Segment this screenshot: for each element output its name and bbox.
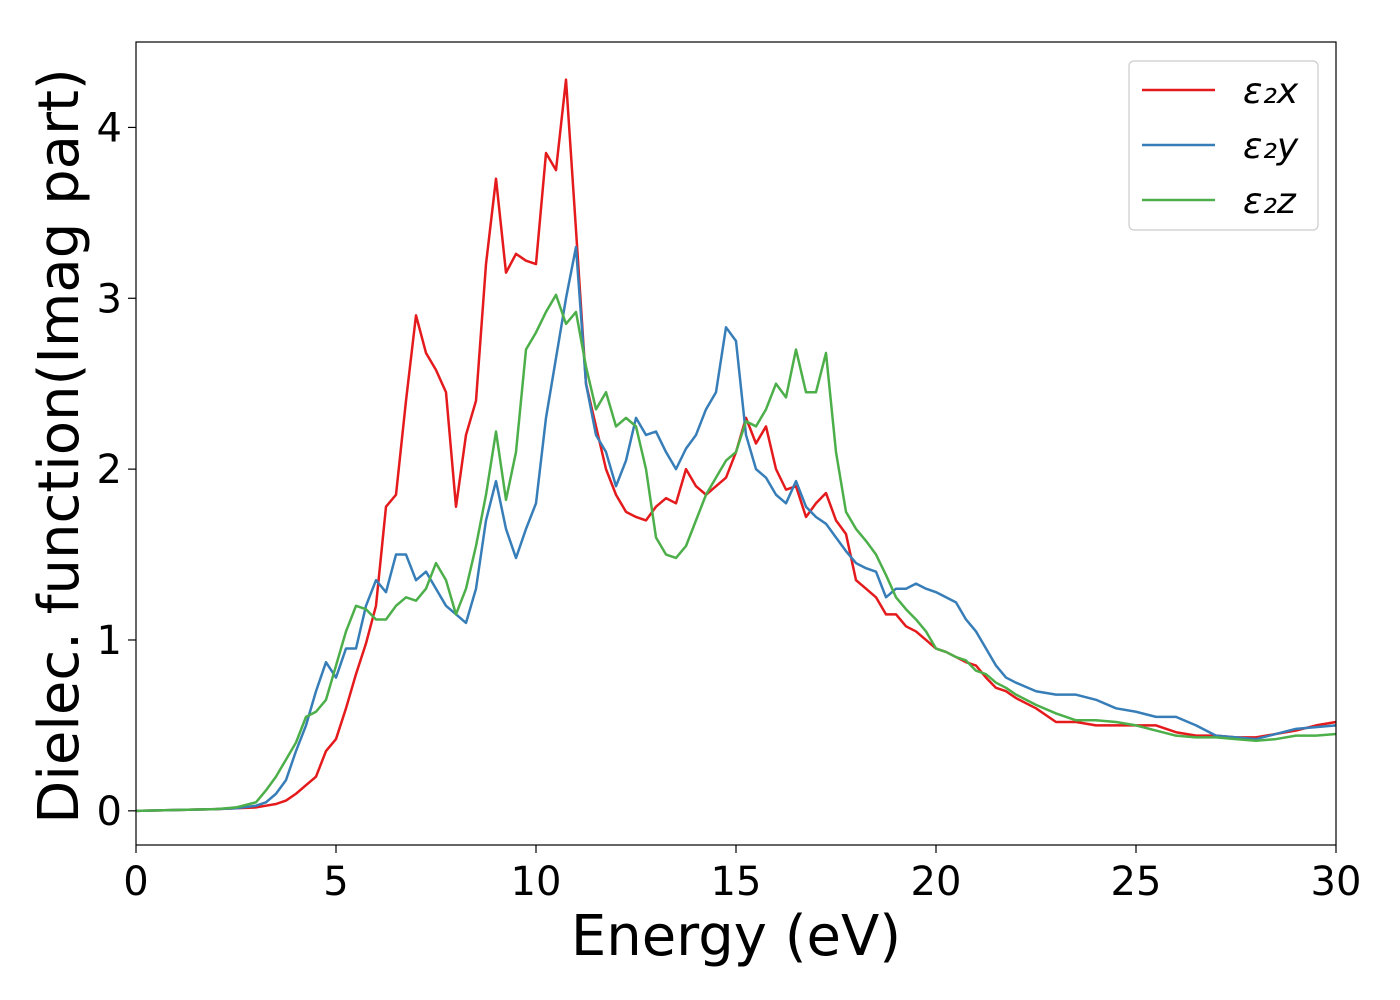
series-line bbox=[135, 78, 1337, 813]
y-tick-label: 0 bbox=[97, 789, 122, 835]
plot-frame bbox=[135, 41, 1337, 846]
y-tick-label: 1 bbox=[97, 618, 122, 664]
legend-box bbox=[1128, 60, 1319, 231]
x-tick-label: 0 bbox=[123, 859, 148, 905]
series-line bbox=[135, 293, 1337, 813]
y-tick-label: 3 bbox=[97, 276, 122, 322]
x-tick-label: 5 bbox=[323, 859, 348, 905]
x-axis-label: Energy (eV) bbox=[571, 904, 901, 969]
series-line bbox=[135, 245, 1337, 813]
y-tick-label: 2 bbox=[97, 447, 122, 493]
x-tick-label: 15 bbox=[711, 859, 762, 905]
y-axis-label: Dielec. function(Imag part) bbox=[27, 68, 92, 824]
legend-label: ε₂x bbox=[1243, 71, 1299, 112]
x-tick-label: 25 bbox=[1111, 859, 1162, 905]
legend-label: ε₂z bbox=[1243, 181, 1297, 222]
y-tick-label: 4 bbox=[97, 105, 122, 151]
x-tick-label: 20 bbox=[911, 859, 962, 905]
x-tick-label: 30 bbox=[1311, 859, 1362, 905]
legend-label: ε₂y bbox=[1243, 126, 1299, 167]
x-tick-label: 10 bbox=[511, 859, 562, 905]
